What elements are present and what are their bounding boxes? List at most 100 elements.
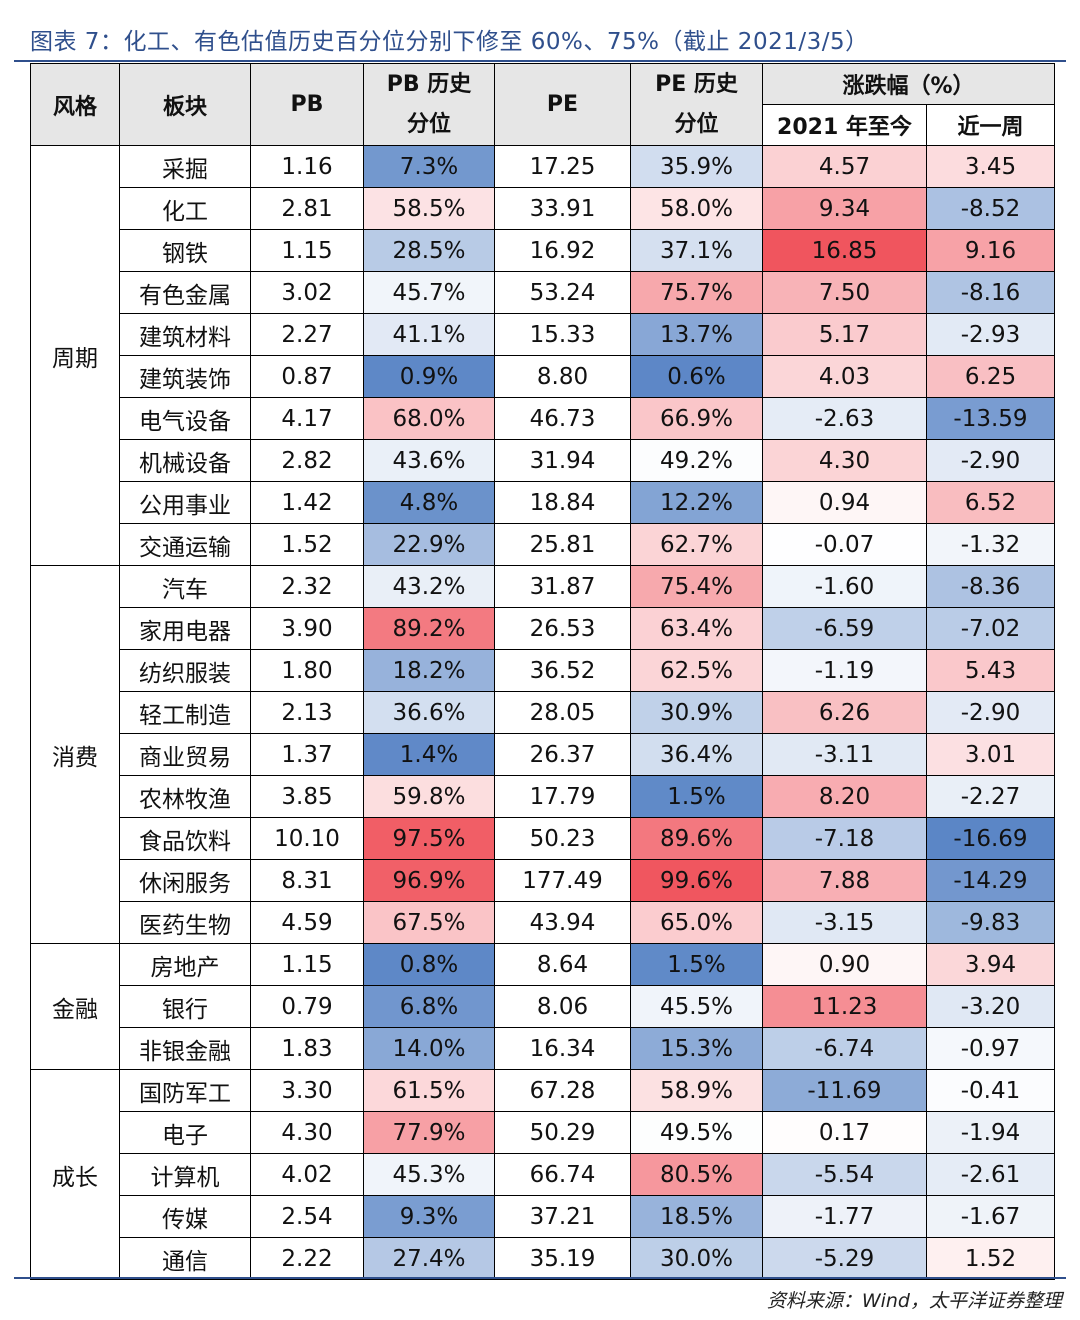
week-change-cell: 3.94	[925, 943, 1056, 986]
ytd-change-cell: 6.26	[762, 691, 927, 734]
pe-percentile-cell: 0.6%	[630, 355, 763, 398]
style-cell: 成长	[30, 1069, 120, 1280]
sector-cell: 采掘	[119, 145, 251, 188]
pb-percentile-cell: 43.2%	[363, 565, 495, 608]
week-change-cell: -2.90	[925, 691, 1056, 734]
pb-cell: 2.27	[250, 313, 364, 356]
header-week: 近一周	[925, 104, 1056, 146]
ytd-change-cell: -1.19	[762, 649, 927, 692]
sector-cell: 家用电器	[119, 607, 251, 650]
pb-percentile-cell: 68.0%	[363, 397, 495, 440]
week-change-cell: -0.41	[925, 1069, 1056, 1112]
pe-percentile-cell: 80.5%	[630, 1153, 763, 1196]
sector-cell: 房地产	[119, 943, 251, 986]
pe-percentile-cell: 1.5%	[630, 775, 763, 818]
table-row: 成长 国防军工 3.30 61.5% 67.28 58.9% -11.69 -0.41	[30, 1069, 1056, 1280]
pe-percentile-cell: 49.5%	[630, 1111, 763, 1154]
week-change-cell: 6.52	[925, 481, 1056, 524]
pb-percentile-cell: 0.9%	[363, 355, 495, 398]
pb-cell: 3.90	[250, 607, 364, 650]
pb-percentile-cell: 97.5%	[363, 817, 495, 860]
sector-cell: 交通运输	[119, 523, 251, 566]
ytd-change-cell: 0.90	[762, 943, 927, 986]
pb-cell: 8.31	[250, 859, 364, 902]
pb-percentile-cell: 58.5%	[363, 187, 495, 230]
pe-percentile-cell: 66.9%	[630, 397, 763, 440]
pe-cell: 43.94	[494, 901, 631, 944]
pe-cell: 17.79	[494, 775, 631, 818]
table-row: 非银金融 1.83 14.0% 16.34 15.3% -6.74 -0.97	[31, 1027, 1056, 1070]
table-body: 周期 采掘 1.16 7.3% 17.25 35.9% 4.57 3.45 化工 2.81 58.5…	[30, 145, 1056, 1280]
header-sector: 板块	[119, 63, 251, 146]
pe-cell: 25.81	[494, 523, 631, 566]
sector-cell: 建筑材料	[119, 313, 251, 356]
pe-cell: 46.73	[494, 397, 631, 440]
week-change-cell: 1.52	[925, 1237, 1056, 1280]
pe-cell: 37.21	[494, 1195, 631, 1238]
pb-percentile-cell: 27.4%	[363, 1237, 495, 1280]
pb-percentile-cell: 89.2%	[363, 607, 495, 650]
sector-cell: 传媒	[119, 1195, 251, 1238]
table-row: 周期 采掘 1.16 7.3% 17.25 35.9% 4.57 3.45	[30, 145, 1056, 566]
pb-percentile-cell: 4.8%	[363, 481, 495, 524]
pe-percentile-cell: 37.1%	[630, 229, 763, 272]
source-rule	[14, 1277, 1066, 1279]
pb-cell: 1.15	[250, 229, 364, 272]
ytd-change-cell: 7.88	[762, 859, 927, 902]
sector-cell: 医药生物	[119, 901, 251, 944]
table-row: 电气设备 4.17 68.0% 46.73 66.9% -2.63 -13.59	[31, 397, 1056, 440]
sector-cell: 电子	[119, 1111, 251, 1154]
table-row: 计算机 4.02 45.3% 66.74 80.5% -5.54 -2.61	[31, 1153, 1056, 1196]
table-row: 通信 2.22 27.4% 35.19 30.0% -5.29 1.52	[31, 1237, 1056, 1280]
ytd-change-cell: 4.03	[762, 355, 927, 398]
pb-percentile-cell: 28.5%	[363, 229, 495, 272]
pb-percentile-cell: 0.8%	[363, 943, 495, 986]
pe-percentile-cell: 75.7%	[630, 271, 763, 314]
style-cell: 金融	[30, 943, 120, 1070]
week-change-cell: -9.83	[925, 901, 1056, 944]
week-change-cell: 3.01	[925, 733, 1056, 776]
pe-cell: 15.33	[494, 313, 631, 356]
sector-cell: 计算机	[119, 1153, 251, 1196]
pe-percentile-cell: 58.0%	[630, 187, 763, 230]
pb-cell: 4.30	[250, 1111, 364, 1154]
ytd-change-cell: -0.07	[762, 523, 927, 566]
pe-percentile-cell: 13.7%	[630, 313, 763, 356]
week-change-cell: -14.29	[925, 859, 1056, 902]
ytd-change-cell: 4.30	[762, 439, 927, 482]
table-row: 有色金属 3.02 45.7% 53.24 75.7% 7.50 -8.16	[31, 271, 1056, 314]
chart-title: 图表 7：化工、有色估值历史百分位分别下修至 60%、75%（截止 2021/3…	[30, 29, 869, 55]
table-row: 机械设备 2.82 43.6% 31.94 49.2% 4.30 -2.90	[31, 439, 1056, 482]
pe-cell: 36.52	[494, 649, 631, 692]
week-change-cell: 5.43	[925, 649, 1056, 692]
header-pb-percentile-line2: 分位	[406, 111, 451, 137]
table-row: 化工 2.81 58.5% 33.91 58.0% 9.34 -8.52	[31, 187, 1056, 230]
pb-cell: 2.13	[250, 691, 364, 734]
pb-cell: 1.52	[250, 523, 364, 566]
table-row: 食品饮料 10.10 97.5% 50.23 89.6% -7.18 -16.69	[31, 817, 1056, 860]
pe-percentile-cell: 30.9%	[630, 691, 763, 734]
ytd-change-cell: -3.15	[762, 901, 927, 944]
header-pb-percentile-line1: PB 历史	[386, 71, 472, 97]
ytd-change-cell: 5.17	[762, 313, 927, 356]
week-change-cell: -8.36	[925, 565, 1056, 608]
sector-cell: 钢铁	[119, 229, 251, 272]
sector-cell: 建筑装饰	[119, 355, 251, 398]
pb-percentile-cell: 43.6%	[363, 439, 495, 482]
pe-percentile-cell: 99.6%	[630, 859, 763, 902]
pb-percentile-cell: 41.1%	[363, 313, 495, 356]
table-row: 电子 4.30 77.9% 50.29 49.5% 0.17 -1.94	[31, 1111, 1056, 1154]
pe-percentile-cell: 75.4%	[630, 565, 763, 608]
week-change-cell: -0.97	[925, 1027, 1056, 1070]
table-row: 消费 汽车 2.32 43.2% 31.87 75.4% -1.60 -8.36	[30, 565, 1056, 944]
sector-cell: 休闲服务	[119, 859, 251, 902]
pe-percentile-cell: 63.4%	[630, 607, 763, 650]
ytd-change-cell: 7.50	[762, 271, 927, 314]
ytd-change-cell: -7.18	[762, 817, 927, 860]
pb-cell: 1.83	[250, 1027, 364, 1070]
pb-percentile-cell: 61.5%	[363, 1069, 495, 1112]
sector-cell: 汽车	[119, 565, 251, 608]
table-row: 建筑装饰 0.87 0.9% 8.80 0.6% 4.03 6.25	[31, 355, 1056, 398]
header-style: 风格	[30, 63, 120, 146]
week-change-cell: -1.67	[925, 1195, 1056, 1238]
